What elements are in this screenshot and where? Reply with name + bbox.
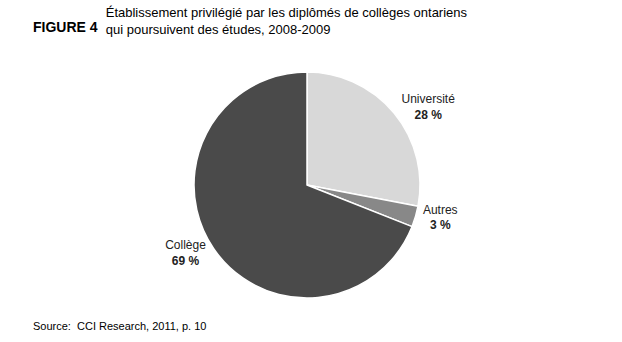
svg-text:Collège69 %: Collège69 % bbox=[165, 238, 206, 268]
svg-text:Établissement privilégié par l: Établissement privilégié par les diplômé… bbox=[106, 5, 468, 37]
svg-text:Université28 %: Université28 % bbox=[401, 92, 455, 122]
svg-text:FIGURE 4: FIGURE 4 bbox=[33, 19, 98, 35]
svg-text:Autres3 %: Autres3 % bbox=[423, 203, 458, 233]
svg-text:Source: CCI Research, 2011, p: Source: CCI Research, 2011, p. 10 bbox=[33, 320, 206, 332]
